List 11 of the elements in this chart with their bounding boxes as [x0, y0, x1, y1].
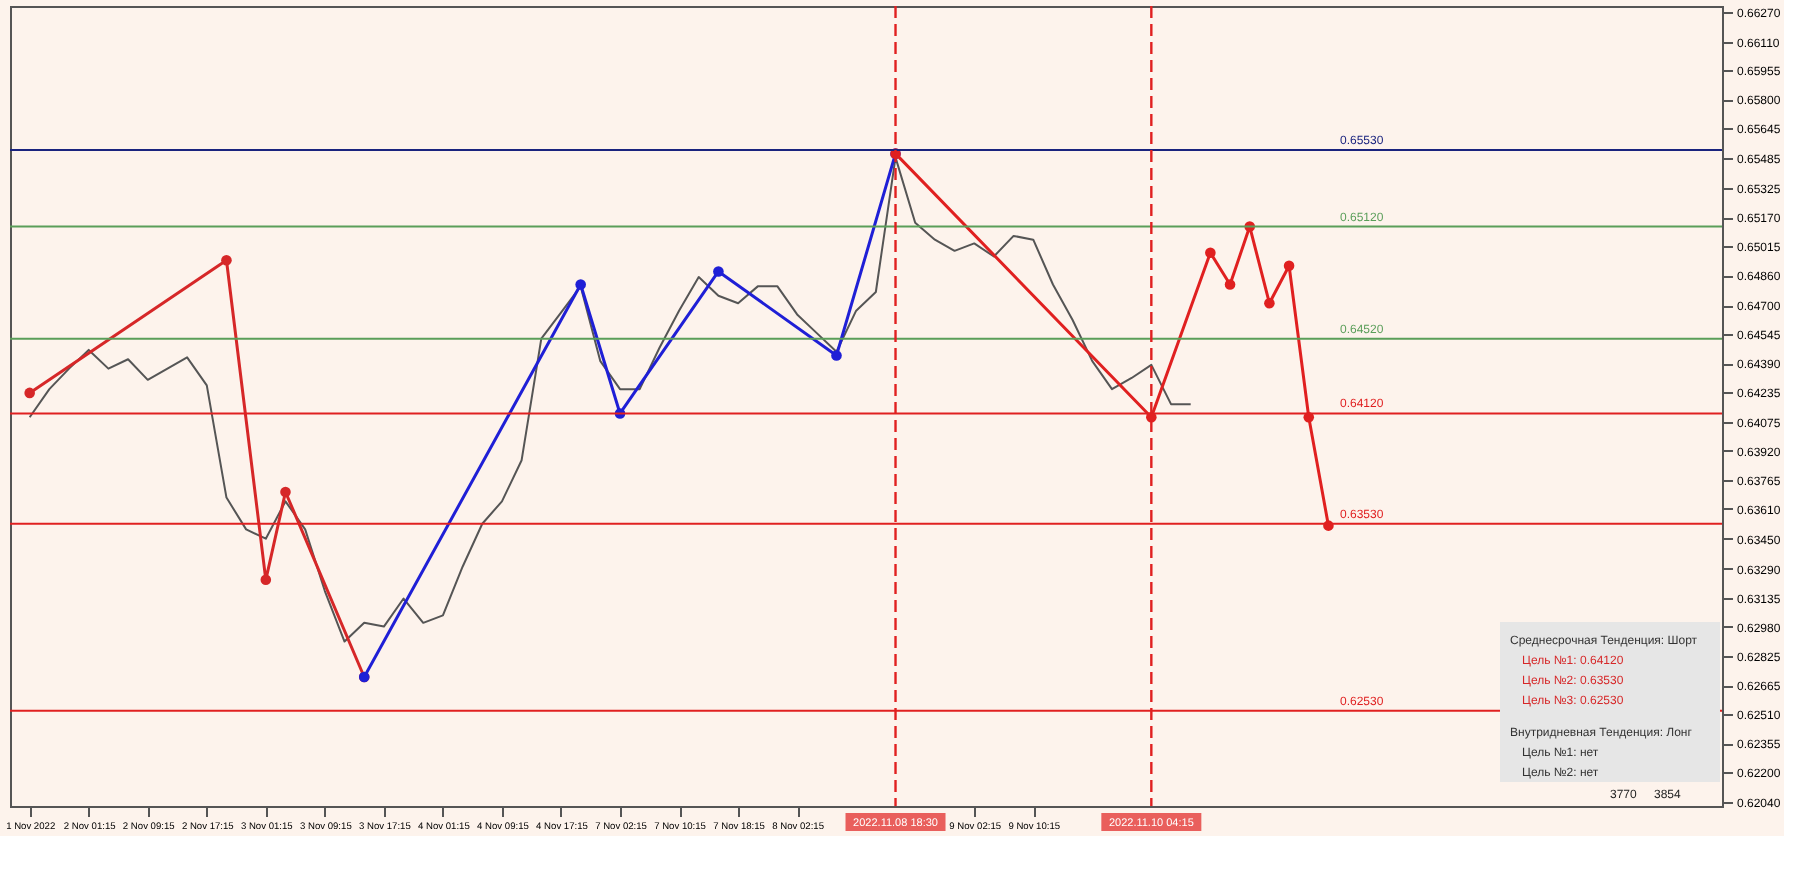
point [280, 486, 291, 498]
point [1224, 279, 1236, 290]
point [260, 574, 272, 586]
point [713, 266, 724, 277]
point [831, 350, 842, 361]
point [575, 279, 586, 290]
point [1205, 247, 1216, 259]
point [1283, 260, 1295, 272]
point [24, 387, 35, 399]
point [1264, 297, 1275, 309]
point [221, 254, 232, 266]
